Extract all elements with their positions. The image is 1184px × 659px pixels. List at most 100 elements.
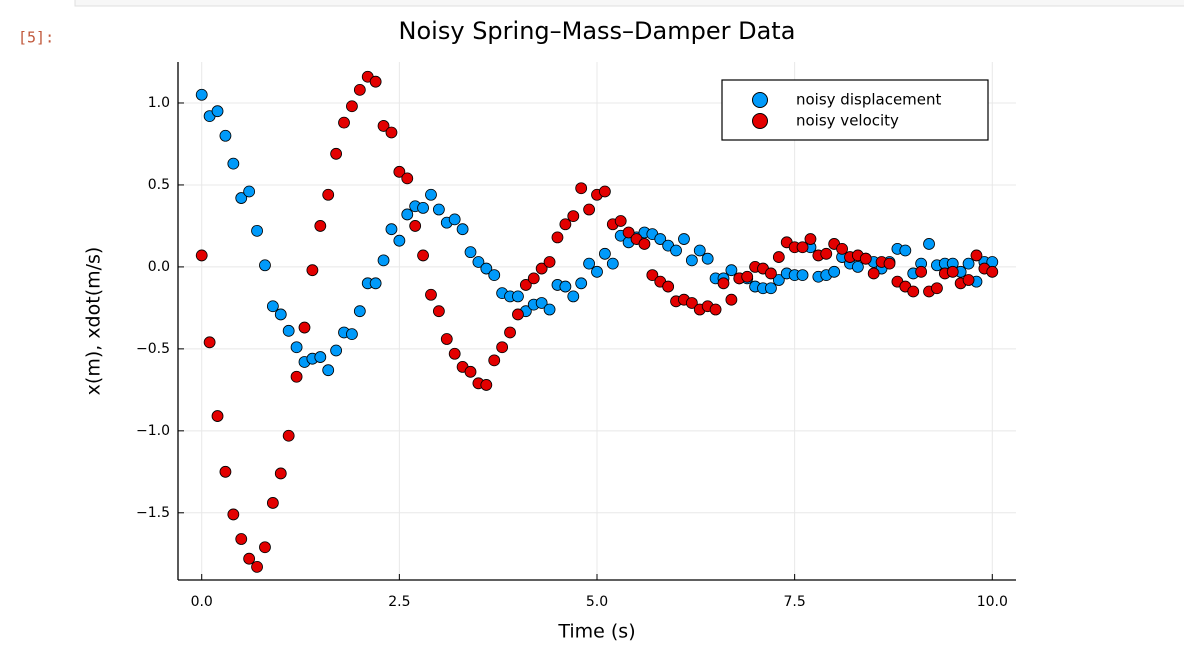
data-point: [551, 231, 564, 244]
data-point: [353, 305, 366, 318]
data-point: [725, 293, 738, 306]
data-point: [282, 429, 295, 442]
data-point: [369, 75, 382, 88]
data-point: [512, 290, 524, 303]
data-point: [251, 224, 263, 237]
data-point: [211, 105, 224, 118]
data-point: [614, 215, 627, 227]
data-point: [195, 88, 208, 101]
data-point: [314, 351, 327, 363]
data-point: [235, 192, 248, 204]
data-point: [717, 277, 730, 290]
chart: Noisy Spring–Mass–Damper Data Time (s) x…: [83, 17, 1016, 643]
data-point: [314, 220, 327, 232]
data-point: [298, 321, 311, 334]
data-point: [859, 252, 872, 265]
data-point: [575, 277, 588, 290]
data-point: [259, 259, 271, 272]
data-point: [480, 262, 493, 275]
data-point: [685, 297, 698, 309]
data-point: [330, 147, 343, 160]
x-tick-label: 5.0: [586, 594, 608, 610]
data-point: [772, 251, 785, 263]
y-tick-label: −0.5: [136, 341, 170, 357]
data-point: [417, 201, 429, 214]
chart-title: Noisy Spring–Mass–Damper Data: [399, 17, 796, 45]
data-point: [306, 264, 319, 277]
data-point: [266, 497, 279, 509]
data-point: [583, 257, 595, 270]
data-point: [693, 244, 706, 257]
data-point: [235, 533, 248, 545]
data-point: [401, 208, 414, 221]
data-point: [448, 213, 461, 226]
data-point: [322, 364, 335, 377]
data-point: [488, 354, 501, 367]
data-point: [796, 269, 809, 282]
data-point: [851, 261, 864, 273]
data-point: [765, 282, 777, 295]
data-point: [662, 280, 675, 293]
data-point: [591, 265, 603, 278]
data-point: [559, 218, 572, 231]
data-point: [899, 244, 912, 257]
data-point: [425, 188, 437, 201]
data-point: [931, 282, 943, 295]
data-point: [678, 233, 690, 245]
data-point: [266, 300, 279, 313]
data-point: [488, 269, 501, 282]
data-point: [725, 264, 738, 277]
data-point: [385, 126, 398, 139]
data-point: [456, 223, 469, 236]
data-point: [290, 341, 303, 354]
data-point: [464, 246, 477, 259]
data-point: [599, 247, 611, 260]
data-point: [369, 277, 382, 290]
data-point: [282, 324, 295, 337]
data-point: [622, 226, 635, 239]
y-axis-label: x(m), xdot(m/s): [83, 247, 105, 396]
data-point: [512, 308, 524, 321]
data-point: [464, 365, 477, 378]
data-point: [741, 270, 754, 283]
data-point: [377, 254, 390, 267]
y-tick-label: −1.0: [136, 423, 170, 439]
data-point: [251, 560, 263, 573]
legend-marker: [752, 113, 768, 129]
data-point: [393, 234, 406, 247]
data-point: [432, 203, 445, 216]
data-point: [765, 267, 777, 280]
data-point: [440, 333, 453, 345]
data-point: [219, 465, 232, 478]
data-point: [915, 265, 928, 278]
data-point: [219, 129, 232, 142]
data-point: [535, 297, 548, 309]
data-point: [970, 249, 983, 262]
data-point: [353, 83, 366, 96]
legend-label: noisy velocity: [796, 112, 899, 130]
data-point: [409, 220, 422, 232]
data-point: [867, 267, 880, 280]
y-tick-label: 1.0: [148, 95, 170, 111]
data-point: [606, 257, 619, 270]
data-point: [923, 238, 935, 250]
data-point: [496, 341, 509, 354]
data-point: [480, 379, 493, 391]
data-point: [393, 165, 406, 178]
x-tick-label: 0.0: [191, 594, 213, 610]
data-point: [346, 328, 358, 341]
data-point: [274, 467, 287, 480]
data-point: [243, 552, 256, 565]
data-point: [962, 274, 975, 286]
data-point: [290, 370, 303, 383]
legend-box: [721, 79, 989, 141]
data-point: [654, 233, 667, 245]
data-point: [559, 280, 572, 293]
data-point: [820, 247, 833, 260]
data-point: [670, 244, 682, 257]
data-point: [227, 157, 240, 170]
data-point: [804, 233, 817, 245]
data-point: [962, 257, 975, 270]
data-point: [772, 274, 785, 286]
